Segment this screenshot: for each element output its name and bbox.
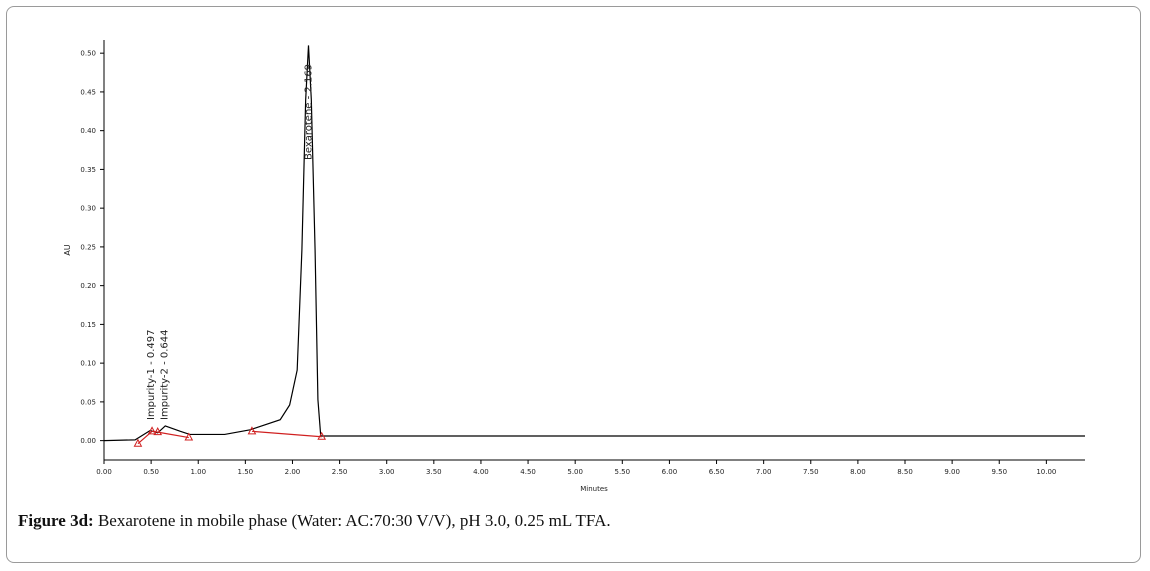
y-tick-label: 0.15 [80, 321, 96, 329]
baseline-marker [147, 426, 157, 435]
y-tick-label: 0.10 [80, 360, 96, 368]
x-tick-label: 7.50 [803, 468, 819, 476]
x-tick-label: 3.50 [426, 468, 442, 476]
caption-label: Figure 3d: [18, 511, 94, 530]
x-axis-label: Minutes [580, 485, 608, 493]
baseline-marker [184, 432, 194, 441]
y-tick-label: 0.25 [80, 243, 96, 251]
peak-label: Impurity-2 - 0.644 [160, 330, 171, 421]
y-tick-label: 0.50 [80, 50, 96, 58]
x-tick-label: 2.00 [285, 468, 301, 476]
x-tick-label: 3.00 [379, 468, 395, 476]
peak-label: Bexarotene - 2.169 [303, 64, 314, 160]
x-tick-label: 10.00 [1036, 468, 1056, 476]
x-tick-label: 2.50 [332, 468, 348, 476]
x-tick-label: 1.00 [190, 468, 206, 476]
x-tick-label: 6.00 [662, 468, 678, 476]
y-tick-label: 0.20 [80, 282, 96, 290]
x-tick-label: 1.50 [238, 468, 254, 476]
baseline-marker [133, 438, 143, 447]
peak-label: Impurity-1 - 0.497 [146, 330, 157, 421]
x-tick-label: 0.00 [96, 468, 112, 476]
baseline-marker [317, 431, 327, 440]
x-tick-label: 9.50 [991, 468, 1007, 476]
y-tick-label: 0.30 [80, 205, 96, 213]
x-tick-label: 6.50 [709, 468, 725, 476]
x-tick-label: 5.00 [567, 468, 583, 476]
figure-frame [6, 6, 1141, 563]
y-tick-label: 0.05 [80, 398, 96, 406]
trace-line [103, 45, 1085, 442]
x-tick-label: 4.50 [520, 468, 536, 476]
baseline-marker [153, 427, 163, 436]
x-tick-label: 0.50 [143, 468, 159, 476]
y-tick-label: 0.35 [80, 166, 96, 174]
y-tick-label: 0.40 [80, 127, 96, 135]
x-tick-label: 8.50 [897, 468, 913, 476]
baseline-marker [247, 426, 257, 435]
caption-text: Bexarotene in mobile phase (Water: AC:70… [97, 511, 611, 530]
x-tick-label: 4.00 [473, 468, 489, 476]
x-tick-label: 5.50 [615, 468, 631, 476]
y-tick-label: 0.45 [80, 88, 96, 96]
y-tick-label: 0.00 [80, 437, 96, 445]
x-tick-label: 9.00 [944, 468, 960, 476]
x-tick-label: 7.00 [756, 468, 772, 476]
caption: Figure 3d: Bexarotene in mobile phase (W… [18, 511, 611, 531]
y-axis-label: AU [63, 244, 72, 255]
x-tick-label: 8.00 [850, 468, 866, 476]
